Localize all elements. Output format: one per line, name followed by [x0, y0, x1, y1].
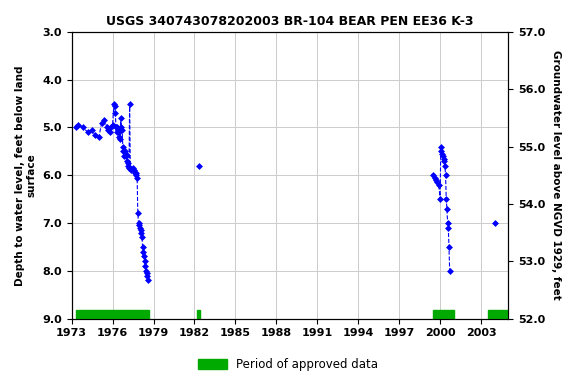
- Bar: [196, 310, 200, 319]
- Title: USGS 340743078202003 BR-104 BEAR PEN EE36 K-3: USGS 340743078202003 BR-104 BEAR PEN EE3…: [106, 15, 473, 28]
- Bar: [75, 310, 149, 319]
- Bar: [433, 310, 454, 319]
- Bar: [488, 310, 509, 319]
- Y-axis label: Depth to water level, feet below land
surface: Depth to water level, feet below land su…: [15, 65, 37, 285]
- Legend: Period of approved data: Period of approved data: [193, 354, 383, 376]
- Y-axis label: Groundwater level above NGVD 1929, feet: Groundwater level above NGVD 1929, feet: [551, 50, 561, 300]
